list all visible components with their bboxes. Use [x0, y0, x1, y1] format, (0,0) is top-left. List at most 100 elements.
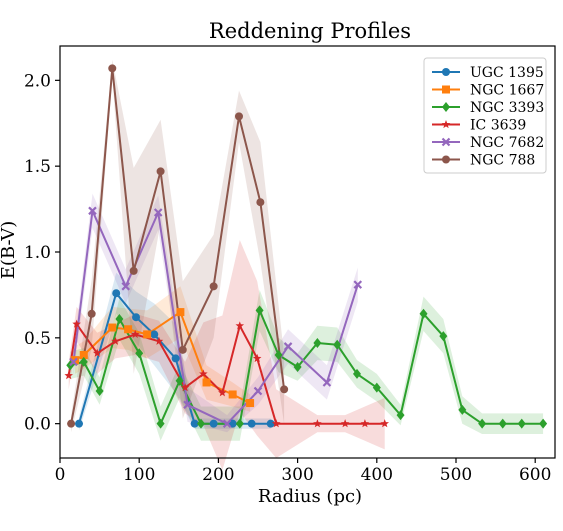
series-ngc-7682-point-stroke-b — [69, 357, 78, 367]
series-ugc-1395-point — [132, 313, 141, 322]
series-ic-3639-point — [252, 353, 262, 363]
series-ngc-3393-point — [419, 308, 428, 319]
series-ngc-7682-point — [222, 419, 232, 428]
series-ngc-1667-point — [176, 308, 185, 317]
series-ngc-1667-point — [202, 378, 211, 387]
legend-ngc-7682-marker-stroke-b — [441, 137, 451, 147]
series-ngc-3393-point — [196, 418, 205, 429]
series-ngc-788-point — [178, 345, 187, 354]
series-ngc-788-point — [67, 419, 76, 428]
series-ic-3639-line — [67, 323, 385, 425]
series-ngc-3393-point — [353, 368, 361, 379]
series-ugc-1395-point — [266, 419, 275, 428]
series-ngc-3393-point — [458, 404, 467, 415]
series-ngc-3393-point — [517, 418, 526, 429]
series-ngc-7682-point — [183, 400, 192, 410]
series-ngc-3393-line — [70, 309, 544, 425]
series-ngc-3393-point — [156, 418, 165, 429]
series-ngc-1667-point — [246, 399, 255, 408]
series-ngc-3393-point — [95, 386, 104, 397]
legend-ic-3639-label: IC 3639 — [470, 118, 526, 134]
series-ngc-3393-point — [539, 418, 548, 429]
series-ngc-7682-point-stroke-b — [322, 378, 332, 387]
legend-ngc-7682-label: NGC 7682 — [470, 135, 544, 151]
series-ngc-788-band — [71, 59, 285, 433]
series-ic-3639-point — [199, 369, 208, 378]
series-ic-3639-band — [68, 240, 385, 470]
series-ic-3639-point — [235, 321, 245, 330]
y-tick-label: 1.0 — [24, 243, 51, 263]
series-ngc-3393-point — [115, 313, 124, 324]
chart-title: Reddening Profiles — [209, 19, 411, 43]
series-ngc-7682-point — [253, 386, 263, 396]
series-ngc-3393-point — [79, 356, 88, 367]
series-ngc-7682-line — [72, 209, 359, 425]
series-ngc-7682-point — [283, 342, 293, 351]
legend-box — [423, 57, 547, 174]
legend-ngc-3393-marker — [442, 102, 450, 112]
series-ngc-788-point — [87, 309, 96, 318]
series-ugc-1395-point — [247, 419, 256, 428]
series-ugc-1395-point — [190, 419, 199, 428]
series-ngc-3393-point — [135, 348, 144, 359]
series-ngc-7682-band — [73, 193, 358, 433]
series-ugc-1395-band — [79, 272, 271, 431]
series-ngc-1667-point — [108, 323, 117, 332]
legend-ngc-788-label: NGC 788 — [470, 153, 535, 169]
series-markers — [64, 64, 548, 429]
series-ic-3639-point — [380, 419, 389, 428]
series-ngc-7682-point-stroke-b — [88, 206, 97, 216]
series-ic-3639-point — [154, 336, 164, 345]
series-ngc-1667-point — [143, 330, 152, 339]
series-ic-3639-point — [64, 371, 73, 380]
series-ngc-788-line — [70, 67, 286, 424]
series-ngc-3393-point — [498, 418, 507, 429]
series-ic-3639-point — [111, 336, 120, 345]
legend-ngc-1667-marker — [442, 85, 450, 94]
y-tick-label: 0.5 — [24, 329, 51, 349]
series-ngc-7682-point-stroke-b — [283, 342, 293, 351]
series-ngc-7682-point — [121, 282, 131, 291]
series-ngc-788-point — [108, 64, 117, 73]
series-ic-3639-point — [130, 329, 140, 339]
y-axis-label: E(B-V) — [0, 221, 19, 280]
series-ngc-7682-point — [322, 378, 332, 387]
series-ngc-3393-point — [293, 362, 302, 373]
legend-ngc-788-marker — [442, 155, 450, 164]
series-ngc-3393-point — [478, 418, 487, 429]
series-ngc-3393-point — [274, 350, 283, 360]
series-ic-3639-point — [218, 388, 227, 397]
y-tick-label: 0.0 — [24, 415, 51, 435]
series-ngc-788-point — [256, 198, 265, 207]
y-tick-label: 2.0 — [24, 71, 51, 91]
series-ngc-3393-point — [235, 418, 244, 429]
x-tick-label: 400 — [361, 465, 393, 485]
legend-ngc-3393-label: NGC 3393 — [470, 100, 544, 116]
series-ngc-7682-point-stroke-b — [153, 208, 163, 217]
series-ic-3639-point — [340, 419, 350, 428]
series-ugc-1395-point — [209, 419, 218, 428]
legend-ngc-7682-marker — [441, 137, 451, 147]
x-axis-label: Radius (pc) — [258, 486, 362, 507]
series-ngc-7682-point — [69, 357, 78, 367]
series-ngc-3393-point — [333, 339, 342, 350]
series-ic-3639-point — [271, 419, 281, 428]
series-ngc-788-point — [156, 167, 165, 176]
series-ic-3639-point — [180, 383, 190, 392]
x-tick-label: 100 — [123, 465, 155, 485]
series-ngc-3393-point — [372, 382, 381, 393]
series-ngc-1667-point — [124, 325, 133, 334]
series-ngc-3393-point — [175, 375, 184, 386]
axes: 0 100 200 300 400 500 600 0.0 0.5 1.0 1.5 2.0 — [24, 45, 556, 485]
series-ngc-7682-point — [153, 208, 163, 217]
series-ngc-3393-point — [313, 337, 322, 348]
series-ic-3639-point — [92, 348, 102, 357]
series-ngc-7682-point-stroke-b — [253, 386, 263, 396]
series-ngc-788-point — [280, 385, 289, 394]
series-lines — [67, 67, 544, 425]
series-ngc-3393-point — [439, 331, 448, 342]
series-ugc-1395-point — [171, 354, 180, 363]
legend-ngc-1667-label: NGC 1667 — [470, 83, 544, 99]
